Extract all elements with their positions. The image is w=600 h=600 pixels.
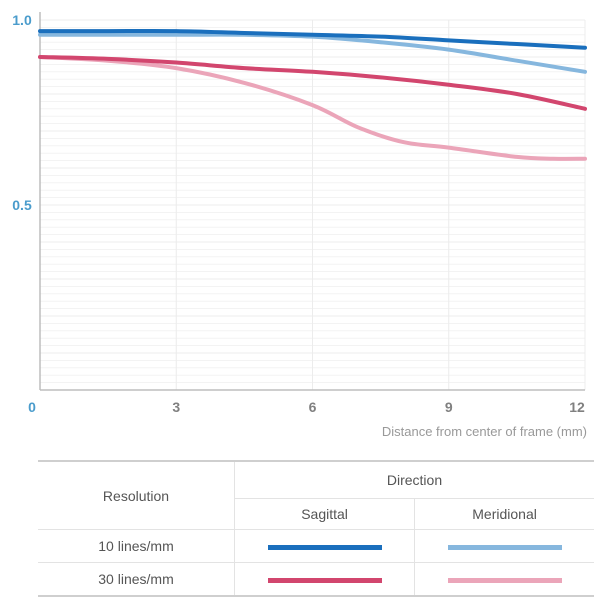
x-tick-label: 12 — [569, 399, 585, 415]
series-line-10-sagittal — [38, 28, 587, 50]
legend-swatch-30-meridional — [447, 577, 562, 583]
x-tick-label: 3 — [172, 399, 180, 415]
y-tick-label: 0.5 — [12, 197, 32, 213]
legend-swatch-30-sagittal — [267, 577, 382, 583]
x-tick-label: 9 — [445, 399, 453, 415]
legend-direction-header: Direction — [234, 460, 594, 499]
chart-axes — [39, 12, 585, 391]
chart-series — [38, 28, 587, 161]
legend-sagittal-header: Sagittal — [234, 498, 416, 530]
chart-tick-labels: 0 3 6 9 12 0.5 1.0 — [12, 12, 585, 415]
chart-grid — [40, 19, 586, 390]
legend-meridional-header: Meridional — [414, 498, 594, 530]
legend-row-label-30: 30 lines/mm — [38, 562, 235, 597]
legend-resolution-header: Resolution — [38, 460, 235, 530]
mtf-chart: 0 3 6 9 12 0.5 1.0 Distance from center of fra… — [12, 12, 587, 439]
legend-swatch-10-sagittal — [267, 544, 382, 550]
x-tick-label: 0 — [28, 399, 36, 415]
legend-table: Resolution Direction Sagittal Meridional… — [38, 460, 594, 597]
x-axis-label: Distance from center of frame (mm) — [382, 424, 587, 439]
legend-row-label-10: 10 lines/mm — [38, 529, 235, 563]
x-tick-label: 6 — [309, 399, 317, 415]
series-line-30-sagittal — [38, 55, 587, 111]
series-line-30-meridional — [38, 55, 587, 161]
y-tick-label: 1.0 — [12, 12, 32, 28]
legend-swatch-10-meridional — [447, 544, 562, 550]
